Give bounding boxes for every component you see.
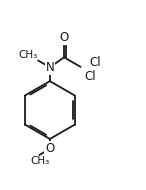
Text: Cl: Cl xyxy=(84,70,96,83)
Text: CH₃: CH₃ xyxy=(30,156,49,166)
Text: O: O xyxy=(45,142,54,155)
Text: CH₃: CH₃ xyxy=(18,50,37,60)
Text: Cl: Cl xyxy=(89,56,101,69)
Text: O: O xyxy=(59,31,69,44)
Text: N: N xyxy=(46,61,54,74)
